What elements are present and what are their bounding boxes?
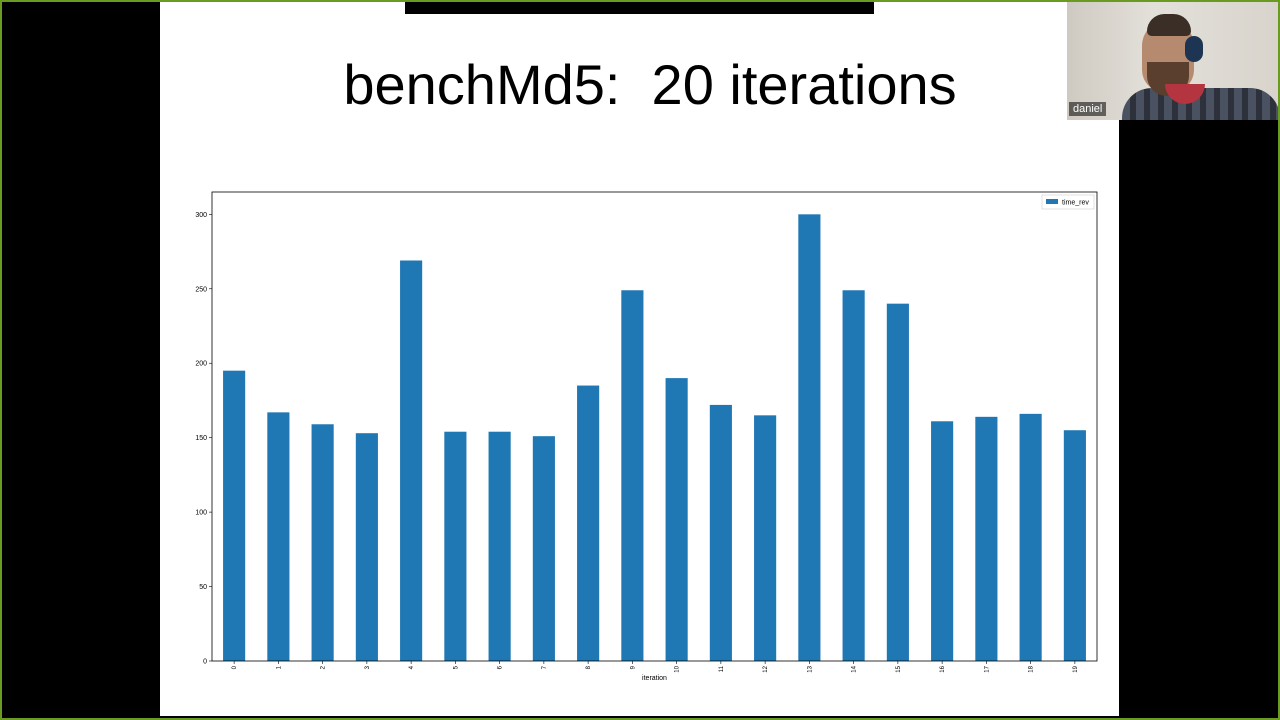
x-tick-label-12: 12: [763, 665, 769, 672]
x-tick-label-1: 1: [276, 665, 282, 669]
x-tick-label-5: 5: [453, 665, 459, 669]
slide-title: benchMd5: 20 iterations: [343, 53, 957, 116]
x-tick-label-6: 6: [498, 665, 504, 669]
frame-border-left: [0, 0, 2, 720]
bar-15: [886, 303, 909, 661]
x-tick-label-14: 14: [852, 665, 858, 672]
x-axis-ticks: 0 1 2 3 4 5 6 7 8 9 10 11 12 13 14 15 16 17 18 19: [232, 661, 1079, 673]
bar-3: [355, 433, 378, 661]
legend-box: [1041, 194, 1095, 210]
x-tick-label-19: 19: [1073, 665, 1079, 672]
frame-border-right: [1278, 0, 1280, 720]
participant-hair: [1147, 14, 1191, 36]
y-tick-label-100: 100: [195, 510, 207, 517]
y-tick-label-50: 50: [199, 584, 207, 591]
x-tick-label-11: 11: [719, 665, 725, 672]
bar-6: [488, 431, 511, 661]
bar-9: [621, 290, 644, 661]
bar-19: [1063, 430, 1086, 661]
bar-18: [1019, 413, 1042, 661]
bar-2: [311, 424, 334, 661]
bar-11: [709, 404, 732, 661]
x-tick-label-0: 0: [232, 665, 238, 669]
x-tick-label-7: 7: [542, 665, 548, 669]
bar-10: [665, 378, 688, 661]
x-tick-label-2: 2: [321, 665, 327, 669]
bar-1: [267, 412, 290, 661]
legend-label: time_rev: [1062, 200, 1089, 207]
bar-5: [444, 431, 467, 661]
x-tick-label-13: 13: [807, 665, 813, 672]
chart-bars: [223, 214, 1086, 662]
x-tick-label-3: 3: [365, 665, 371, 669]
frame-border-top: [0, 0, 1280, 2]
y-axis-ticks: 0 50 100 150 200 250 300: [195, 212, 212, 666]
legend-swatch: [1046, 199, 1058, 204]
screen-share-toolbar-bar[interactable]: [405, 0, 874, 14]
y-tick-label-0: 0: [203, 659, 207, 666]
x-axis-label: iteration: [642, 675, 667, 682]
chart-legend: time_rev: [1041, 194, 1095, 210]
headset-icon: [1185, 36, 1203, 62]
y-tick-label-150: 150: [195, 435, 207, 442]
bar-4: [400, 260, 423, 661]
x-tick-label-15: 15: [896, 665, 902, 672]
x-tick-label-4: 4: [409, 665, 415, 669]
x-tick-label-18: 18: [1029, 665, 1035, 672]
participant-name-tag: daniel: [1069, 102, 1107, 116]
bar-17: [975, 416, 998, 661]
y-tick-label-300: 300: [195, 212, 207, 219]
y-tick-label-200: 200: [195, 361, 207, 368]
x-tick-label-16: 16: [940, 665, 946, 672]
bar-14: [842, 290, 865, 661]
x-tick-label-8: 8: [586, 665, 592, 669]
frame-border-bottom: [0, 718, 1280, 720]
bar-12: [754, 415, 777, 661]
bar-7: [532, 436, 555, 661]
x-tick-label-9: 9: [630, 665, 636, 669]
bar-0: [223, 370, 246, 661]
y-tick-label-250: 250: [195, 286, 207, 293]
x-tick-label-10: 10: [675, 665, 681, 672]
participant-video[interactable]: daniel: [1067, 0, 1280, 120]
participant-scarf: [1165, 84, 1205, 104]
x-tick-label-17: 17: [984, 665, 990, 672]
plot-area-frame: [211, 191, 1098, 662]
bar-13: [798, 214, 821, 662]
bar-16: [931, 421, 954, 661]
bar-8: [577, 385, 600, 661]
